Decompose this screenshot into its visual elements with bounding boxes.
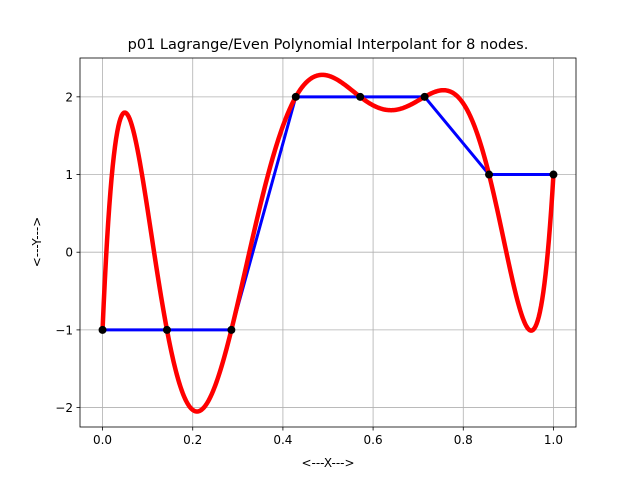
y-tick-label: −2 bbox=[55, 401, 73, 415]
y-tick-label: −1 bbox=[55, 323, 73, 337]
x-tick-label: 0.0 bbox=[93, 433, 112, 447]
data-node-point bbox=[356, 92, 365, 101]
ticks: 0.0 0.2 0.4 0.6 0.8 1.0 −2 −1 0 1 2 bbox=[55, 90, 563, 447]
y-tick-label: 1 bbox=[65, 168, 73, 182]
x-axis-label: <---X---> bbox=[301, 456, 354, 470]
data-node-point bbox=[227, 325, 236, 334]
data-node-point bbox=[420, 92, 429, 101]
x-tick-label: 1.0 bbox=[544, 433, 563, 447]
x-tick-label: 0.4 bbox=[273, 433, 292, 447]
y-axis-label: <---Y---> bbox=[30, 217, 44, 268]
x-tick-label: 0.2 bbox=[183, 433, 202, 447]
y-tick-label: 0 bbox=[65, 246, 73, 260]
data-polyline bbox=[102, 95, 554, 332]
y-tick-label: 2 bbox=[65, 90, 73, 104]
x-tick-label: 0.8 bbox=[454, 433, 473, 447]
data-node-point bbox=[549, 170, 558, 179]
chart-title: p01 Lagrange/Even Polynomial Interpolant… bbox=[128, 37, 529, 53]
data-node-point bbox=[98, 325, 107, 334]
data-node-point bbox=[291, 92, 300, 101]
plot-series bbox=[98, 72, 558, 414]
interpolant-curve bbox=[100, 72, 556, 414]
data-node-point bbox=[162, 325, 171, 334]
x-tick-label: 0.6 bbox=[364, 433, 383, 447]
data-node-point bbox=[485, 170, 494, 179]
axes-frame bbox=[79, 57, 577, 428]
